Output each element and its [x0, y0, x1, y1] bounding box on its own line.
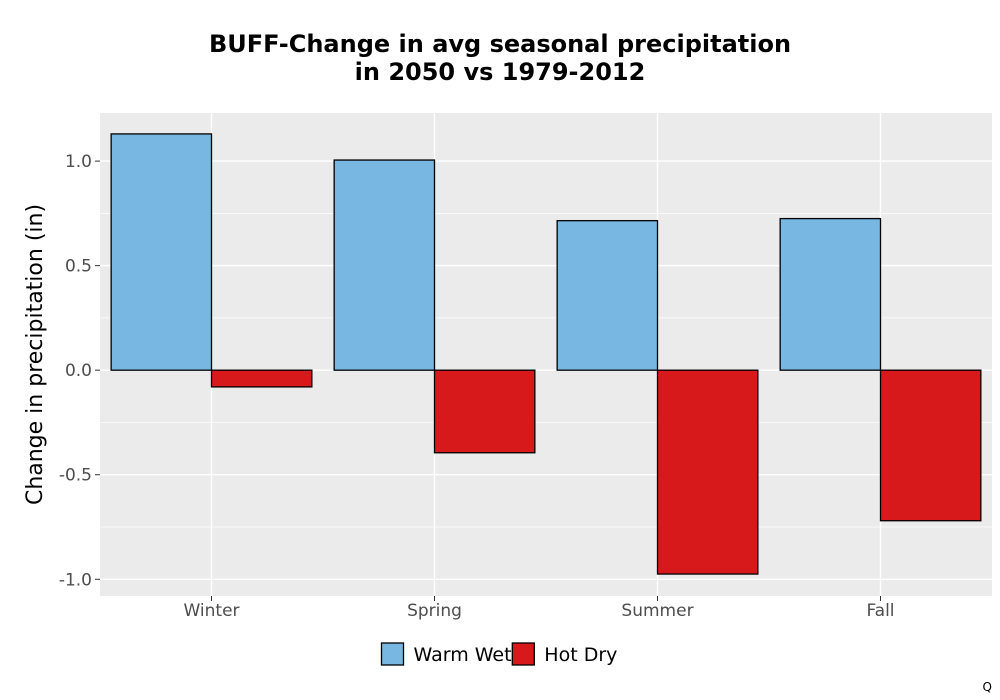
- chart-title: BUFF-Change in avg seasonal precipitatio…: [0, 30, 1000, 86]
- bar-hot-dry-summer: [656, 369, 759, 575]
- x-tick-label: Spring: [407, 601, 462, 621]
- y-axis-title: Change in precipitation (in): [23, 204, 48, 505]
- x-tick-label: Winter: [183, 601, 239, 621]
- bar-warm-wet-fall: [779, 217, 882, 371]
- bar-hot-dry-winter: [210, 369, 313, 388]
- x-tick-label: Summer: [621, 601, 693, 621]
- y-tick-label: 0.5: [65, 257, 92, 277]
- chart-title-line1: BUFF-Change in avg seasonal precipitatio…: [208, 30, 792, 58]
- x-tick-label: Fall: [866, 601, 894, 621]
- y-tick-label: -1.0: [59, 570, 92, 590]
- bar-warm-wet-summer: [556, 220, 659, 371]
- y-tick-label: -0.5: [59, 466, 92, 486]
- legend-key-warm-wet: [380, 642, 405, 666]
- chart-title-line2: in 2050 vs 1979-2012: [354, 58, 646, 86]
- bar-hot-dry-spring: [433, 369, 536, 454]
- bar-warm-wet-winter: [110, 133, 213, 371]
- y-tick-label: 0.0: [65, 361, 92, 381]
- legend-key-hot-dry: [511, 642, 535, 666]
- legend-label: Hot Dry: [544, 644, 617, 666]
- bar-warm-wet-spring: [333, 159, 436, 371]
- y-tick-label: 1.0: [65, 152, 92, 172]
- bar-hot-dry-fall: [879, 369, 982, 522]
- legend-label: Warm Wet: [414, 644, 512, 666]
- corner-mark: Q: [982, 680, 992, 694]
